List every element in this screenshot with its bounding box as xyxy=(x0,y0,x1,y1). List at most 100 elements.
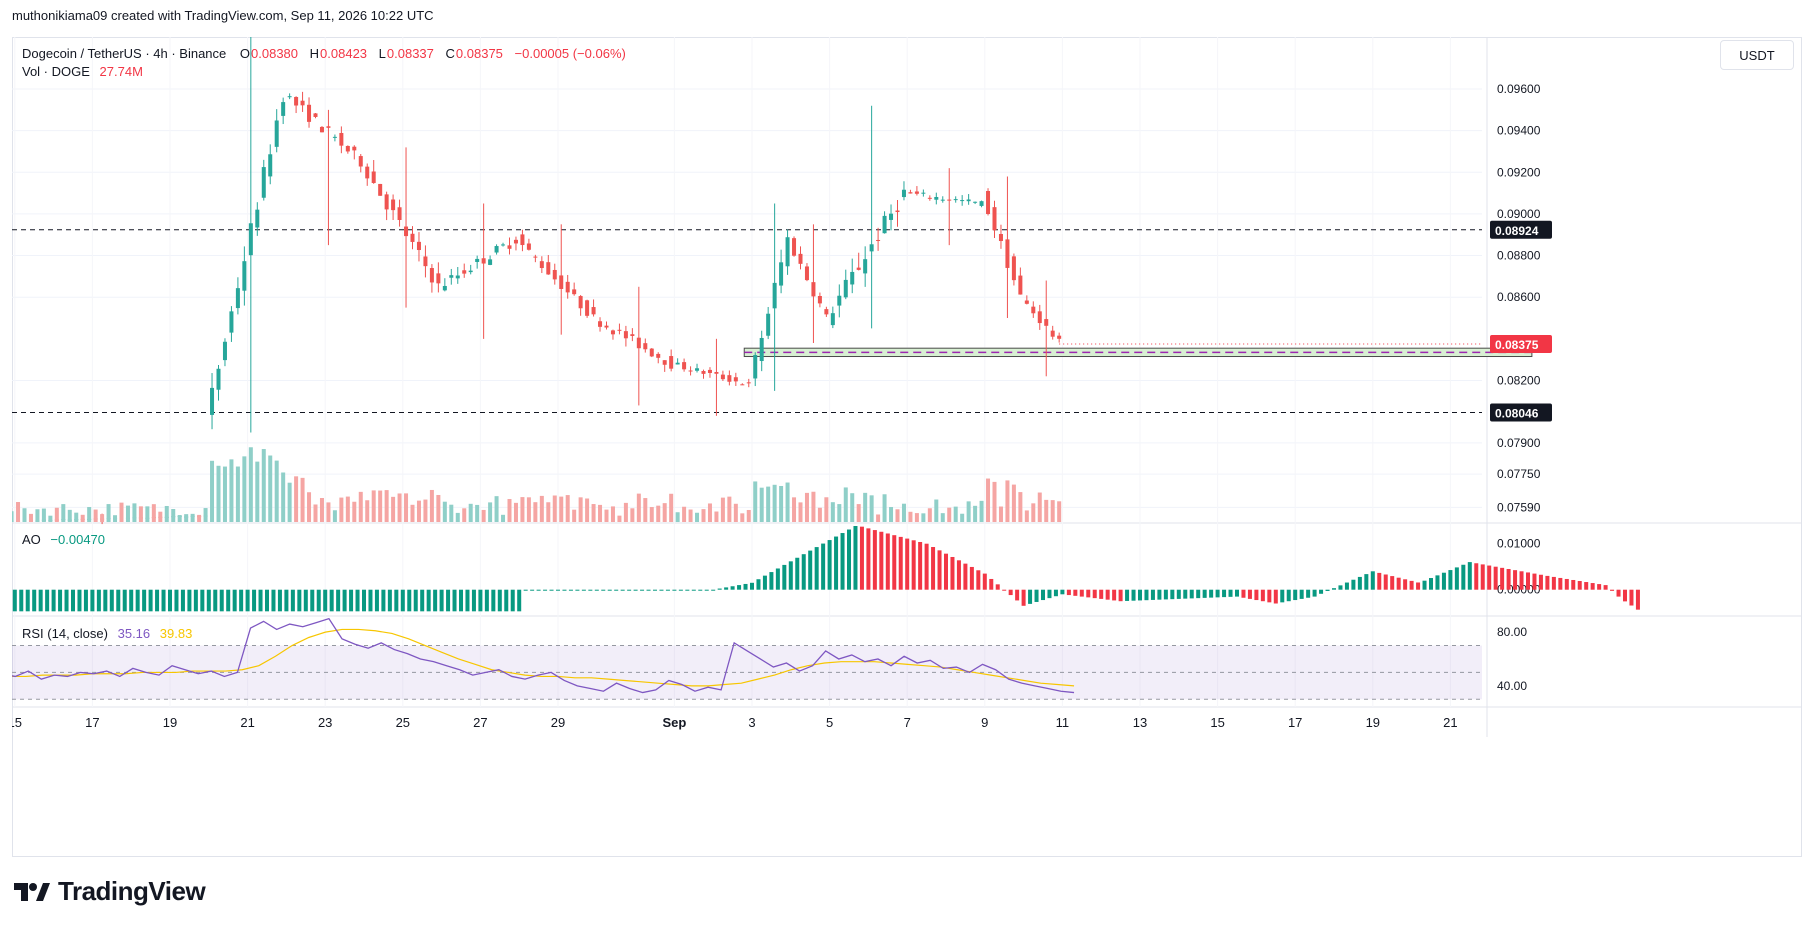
time-tick-label: 23 xyxy=(318,715,332,730)
ao-bar xyxy=(1506,569,1511,590)
volume-bar xyxy=(287,482,292,522)
ao-bar xyxy=(1163,589,1168,600)
ao-bar xyxy=(213,589,218,612)
ao-bar xyxy=(342,589,347,612)
ao-bar xyxy=(536,589,541,591)
ao-bar xyxy=(691,589,696,591)
ao-bar xyxy=(1364,574,1369,590)
candle-body xyxy=(863,259,868,274)
candle-body xyxy=(546,262,551,275)
ao-bar xyxy=(1131,589,1136,601)
ao-bar xyxy=(368,589,373,612)
volume-label[interactable]: Vol · DOGE xyxy=(22,64,90,79)
ao-bar xyxy=(329,589,334,612)
ao-bar xyxy=(51,589,56,612)
ao-bar xyxy=(892,535,897,590)
time-tick-label: 19 xyxy=(163,715,177,730)
currency-button[interactable]: USDT xyxy=(1720,40,1794,70)
volume-bar xyxy=(87,507,92,522)
volume-bar xyxy=(404,493,409,522)
candle-body xyxy=(416,241,421,251)
time-tick-label: 7 xyxy=(904,715,911,730)
ao-bar xyxy=(433,589,438,612)
candle-body xyxy=(598,321,603,327)
ao-bar xyxy=(1150,589,1155,600)
candle-body xyxy=(688,370,693,372)
ao-bar xyxy=(109,589,114,612)
ao-bar xyxy=(413,589,418,612)
price-tick-label: 0.07590 xyxy=(1497,500,1541,514)
ao-bar xyxy=(872,530,877,590)
ao-bar xyxy=(840,533,845,590)
volume-bar xyxy=(759,487,764,522)
volume-bar xyxy=(630,508,635,522)
candle-body xyxy=(1057,335,1062,339)
volume-bar xyxy=(979,500,984,522)
volume-bar xyxy=(727,496,732,522)
ao-bar xyxy=(931,547,936,590)
candle-body xyxy=(714,371,719,374)
volume-bar xyxy=(973,505,978,522)
candle-body xyxy=(1024,300,1029,304)
rsi-label[interactable]: RSI (14, close) xyxy=(22,626,108,641)
candle-body xyxy=(746,382,751,384)
candle-body xyxy=(345,145,350,152)
ao-bar xyxy=(1590,583,1595,590)
volume-bar xyxy=(378,490,383,522)
candle-body xyxy=(268,154,273,177)
volume-bar xyxy=(546,502,551,522)
volume-bar xyxy=(28,513,33,522)
volume-bar xyxy=(222,466,227,522)
ao-label[interactable]: AO xyxy=(22,532,41,547)
volume-bar xyxy=(675,512,680,522)
volume-bar xyxy=(74,512,79,522)
ao-bar xyxy=(484,589,489,612)
ao-bar xyxy=(1396,577,1401,590)
candle-body xyxy=(940,199,945,201)
volume-bar xyxy=(475,504,480,522)
ao-bar xyxy=(116,589,121,612)
symbol-label[interactable]: Dogecoin / TetherUS · 4h · Binance xyxy=(22,46,227,61)
ao-bar xyxy=(808,550,813,590)
chart-canvas[interactable]: 0.09600 0.09400 0.09200 0.09000 0.08800 0.086… xyxy=(12,37,1802,857)
price-tick-label: 0.08200 xyxy=(1497,373,1541,387)
candle-body xyxy=(824,309,829,315)
volume-bar xyxy=(513,502,518,522)
volume-bar xyxy=(384,490,389,522)
candle-body xyxy=(701,371,706,374)
time-tick-label: 5 xyxy=(826,715,833,730)
volume-bar xyxy=(837,504,842,522)
volume-bar xyxy=(210,460,215,522)
volume-bar xyxy=(67,509,72,522)
candle-body xyxy=(488,259,493,265)
candle-body xyxy=(811,282,816,297)
ao-bar xyxy=(652,589,658,591)
ao-bar xyxy=(239,589,244,612)
candle-body xyxy=(578,296,583,309)
ao-bar xyxy=(685,589,690,591)
candle-body xyxy=(675,362,680,365)
ao-bar xyxy=(1021,589,1026,606)
volume-bar xyxy=(998,506,1003,522)
volume-bar xyxy=(113,515,118,522)
ao-bar xyxy=(555,589,561,591)
ao-bar xyxy=(1357,576,1362,590)
candle-body xyxy=(319,126,324,133)
candle-body xyxy=(856,267,861,270)
ao-bar xyxy=(1403,579,1408,590)
ao-bar xyxy=(70,589,76,612)
ao-bar xyxy=(510,589,515,612)
volume-bar xyxy=(184,514,189,522)
ao-bar xyxy=(1493,566,1498,590)
chart-attribution: muthonikiama09 created with TradingView.… xyxy=(12,8,434,23)
candle-body xyxy=(326,126,331,128)
ao-bar xyxy=(827,540,832,590)
ao-bar xyxy=(148,589,153,612)
volume-bar xyxy=(714,511,719,522)
volume-bar xyxy=(1005,480,1010,522)
ao-bar xyxy=(911,540,916,590)
candle-body xyxy=(397,207,402,220)
candle-body xyxy=(979,201,984,206)
ao-bar xyxy=(1616,589,1621,597)
time-tick-label: 25 xyxy=(396,715,410,730)
